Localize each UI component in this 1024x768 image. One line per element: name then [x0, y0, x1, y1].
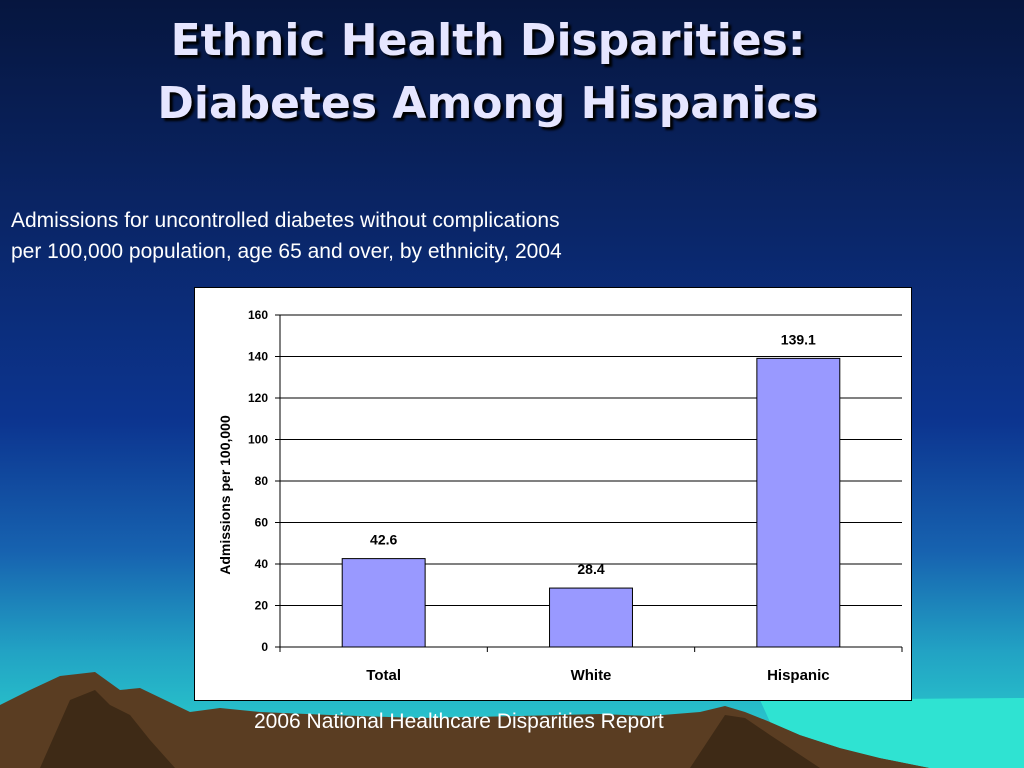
y-axis-title: Admissions per 100,000	[217, 415, 233, 575]
y-tick-label: 80	[255, 474, 269, 488]
x-tick-label: White	[571, 667, 612, 684]
chart-canvas: 0 20 40 60 80 100 120 140 160 42.6 Total 28.4 White 1…	[217, 308, 903, 684]
mountain-ridge-shadow	[690, 715, 820, 768]
data-label: 139.1	[781, 331, 816, 347]
bar	[549, 587, 633, 648]
y-tick-label: 120	[248, 391, 268, 405]
y-tick-label: 60	[255, 516, 269, 530]
sea	[760, 698, 1024, 768]
source-citation: 2006 National Healthcare Disparities Rep…	[254, 710, 664, 733]
x-tick-label: Total	[366, 667, 401, 684]
bar	[756, 357, 841, 648]
mountain-ridge-shadow	[40, 690, 175, 768]
y-tick-label: 160	[248, 308, 268, 322]
chart-subtitle-line-1: Admissions for uncontrolled diabetes wit…	[11, 209, 560, 232]
data-label: 28.4	[577, 561, 604, 577]
y-tick-label: 20	[255, 599, 269, 613]
bar	[341, 558, 426, 648]
x-tick-label: Hispanic	[767, 667, 830, 684]
bar-chart: 0 20 40 60 80 100 120 140 160 42.6 Total 28.4 White 1…	[194, 287, 912, 701]
data-label: 42.6	[370, 532, 397, 548]
slide-title-line-2: Diabetes Among Hispanics	[157, 78, 819, 129]
chart-subtitle-line-2: per 100,000 population, age 65 and over,…	[11, 240, 562, 263]
mountain-range	[0, 672, 930, 768]
y-tick-label: 100	[248, 433, 268, 447]
y-tick-label: 140	[248, 350, 268, 364]
y-tick-label: 0	[261, 640, 268, 654]
slide-title-line-1: Ethnic Health Disparities:	[170, 15, 806, 66]
y-tick-label: 40	[255, 557, 269, 571]
